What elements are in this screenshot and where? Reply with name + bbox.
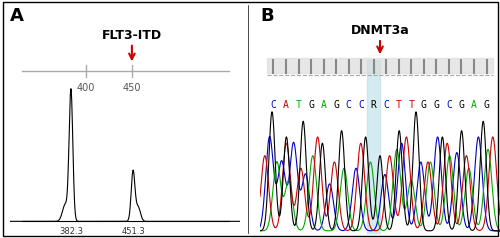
Text: C: C bbox=[358, 100, 364, 110]
Text: T: T bbox=[396, 100, 402, 110]
Text: A: A bbox=[283, 100, 289, 110]
Bar bbox=[368, 60, 380, 233]
Text: G: G bbox=[421, 100, 427, 110]
Text: G: G bbox=[484, 100, 490, 110]
Text: B: B bbox=[260, 7, 274, 25]
Text: G: G bbox=[434, 100, 440, 110]
Text: C: C bbox=[270, 100, 276, 110]
Text: FLT3-ITD: FLT3-ITD bbox=[102, 29, 162, 42]
Text: G: G bbox=[458, 100, 464, 110]
Text: T: T bbox=[296, 100, 302, 110]
Text: A: A bbox=[471, 100, 477, 110]
Text: G: G bbox=[333, 100, 339, 110]
Text: 450: 450 bbox=[122, 83, 141, 93]
Text: DNMT3a: DNMT3a bbox=[350, 24, 410, 37]
Text: A: A bbox=[320, 100, 326, 110]
Text: A: A bbox=[10, 7, 24, 25]
Text: 451.3: 451.3 bbox=[121, 227, 145, 236]
Text: R: R bbox=[371, 100, 376, 110]
Text: 382.3: 382.3 bbox=[59, 227, 83, 236]
Text: T: T bbox=[408, 100, 414, 110]
Text: G: G bbox=[308, 100, 314, 110]
Text: C: C bbox=[384, 100, 389, 110]
Text: C: C bbox=[346, 100, 352, 110]
Bar bbox=[267, 58, 493, 73]
Text: C: C bbox=[446, 100, 452, 110]
Text: 400: 400 bbox=[76, 83, 95, 93]
